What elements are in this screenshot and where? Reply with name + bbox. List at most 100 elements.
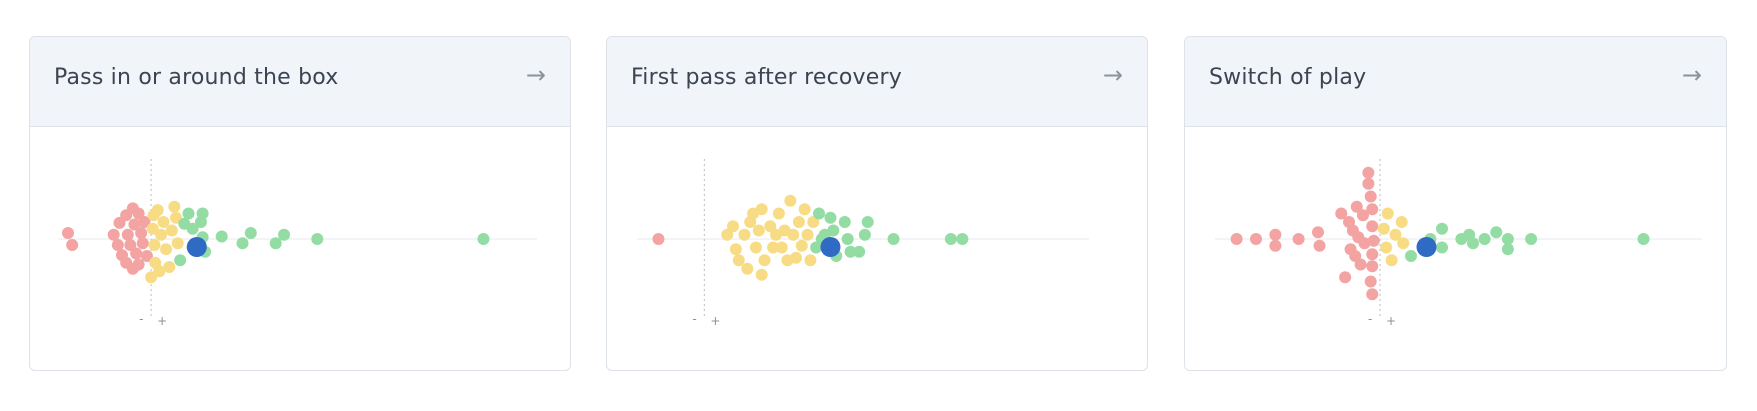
metric-card[interactable]: Switch of play → - + <box>1184 36 1727 371</box>
data-point <box>824 211 837 224</box>
data-point <box>1230 233 1243 245</box>
data-point <box>861 216 874 228</box>
data-point <box>729 243 742 256</box>
arrow-right-icon[interactable]: → <box>1102 61 1123 89</box>
data-point <box>140 250 153 262</box>
data-point <box>151 204 164 217</box>
data-point <box>887 233 900 245</box>
data-point <box>1436 222 1448 235</box>
data-point <box>1490 226 1503 239</box>
data-point <box>107 228 120 241</box>
data-point <box>1349 250 1362 262</box>
data-point <box>758 254 771 267</box>
data-point <box>145 271 158 284</box>
data-point <box>1339 271 1352 284</box>
metric-card[interactable]: Pass in or around the box → - + <box>29 36 571 371</box>
beeswarm-chart: - + <box>58 159 537 328</box>
chart-area: - + <box>607 127 1147 370</box>
data-point <box>1380 241 1393 254</box>
chart-area: - + <box>30 127 570 370</box>
data-point <box>174 254 187 267</box>
data-point <box>787 228 800 241</box>
data-point <box>844 245 857 258</box>
data-point <box>1405 250 1417 262</box>
data-point <box>186 222 199 235</box>
data-point <box>165 224 178 237</box>
data-point <box>1366 248 1379 261</box>
data-point <box>130 247 143 260</box>
data-point <box>1292 233 1305 245</box>
data-point <box>727 220 739 233</box>
data-point <box>111 238 124 251</box>
metric-card[interactable]: First pass after recovery → - + <box>606 36 1148 371</box>
arrow-right-icon[interactable]: → <box>525 61 546 89</box>
data-point <box>807 216 820 228</box>
data-point <box>1389 228 1402 241</box>
data-point <box>1381 207 1394 220</box>
data-point <box>171 237 184 250</box>
data-point <box>1366 220 1379 233</box>
data-point <box>841 233 854 245</box>
data-point <box>767 241 780 254</box>
data-point <box>853 245 866 258</box>
data-point <box>278 228 291 241</box>
card-header: First pass after recovery → <box>607 37 1147 127</box>
minus-label: - <box>1368 312 1372 326</box>
data-point <box>755 268 768 281</box>
data-point <box>1637 233 1650 245</box>
data-point <box>170 211 183 224</box>
data-point <box>128 218 141 231</box>
data-point <box>732 254 745 267</box>
data-point <box>1385 254 1398 267</box>
data-point <box>62 227 74 240</box>
data-point <box>795 239 808 252</box>
data-point <box>311 233 324 245</box>
data-point <box>1362 177 1375 190</box>
data-point <box>1367 234 1380 247</box>
data-point <box>121 228 134 241</box>
player-marker <box>820 237 841 257</box>
data-point <box>153 265 166 278</box>
data-point <box>792 216 805 228</box>
data-point <box>135 227 148 240</box>
minus-label: - <box>692 312 696 326</box>
minus-label: - <box>139 312 143 326</box>
data-point <box>1478 233 1491 245</box>
data-point <box>269 237 282 250</box>
data-point <box>1364 190 1377 203</box>
data-point <box>1350 200 1363 213</box>
data-point <box>1436 241 1448 254</box>
data-point <box>738 228 751 241</box>
data-point <box>956 233 969 245</box>
data-point <box>215 230 228 243</box>
data-point <box>752 224 765 237</box>
data-point <box>1362 166 1375 179</box>
data-point <box>136 237 149 250</box>
data-point <box>1377 222 1390 235</box>
plus-label: + <box>1386 314 1396 328</box>
plus-label: + <box>157 314 167 328</box>
data-point <box>148 238 161 251</box>
data-point <box>813 207 825 220</box>
card-header: Pass in or around the box → <box>30 37 570 127</box>
card-title: Pass in or around the box <box>54 65 339 90</box>
data-point <box>146 222 159 235</box>
data-point <box>160 243 173 256</box>
data-point <box>196 207 209 220</box>
data-point <box>182 207 195 220</box>
data-point <box>1358 237 1371 250</box>
card-title: Switch of play <box>1209 65 1367 90</box>
data-point <box>1312 226 1324 239</box>
data-point <box>1366 203 1379 216</box>
data-point <box>790 251 803 264</box>
data-point <box>827 224 840 237</box>
chart-area: - + <box>1185 127 1726 370</box>
data-point <box>741 262 754 275</box>
data-point <box>838 216 851 228</box>
data-point <box>1335 207 1348 220</box>
arrow-right-icon[interactable]: → <box>1681 61 1702 89</box>
beeswarm-chart: - + <box>1215 159 1702 328</box>
data-point <box>477 233 490 245</box>
data-point <box>1250 233 1262 245</box>
data-point <box>132 207 145 220</box>
